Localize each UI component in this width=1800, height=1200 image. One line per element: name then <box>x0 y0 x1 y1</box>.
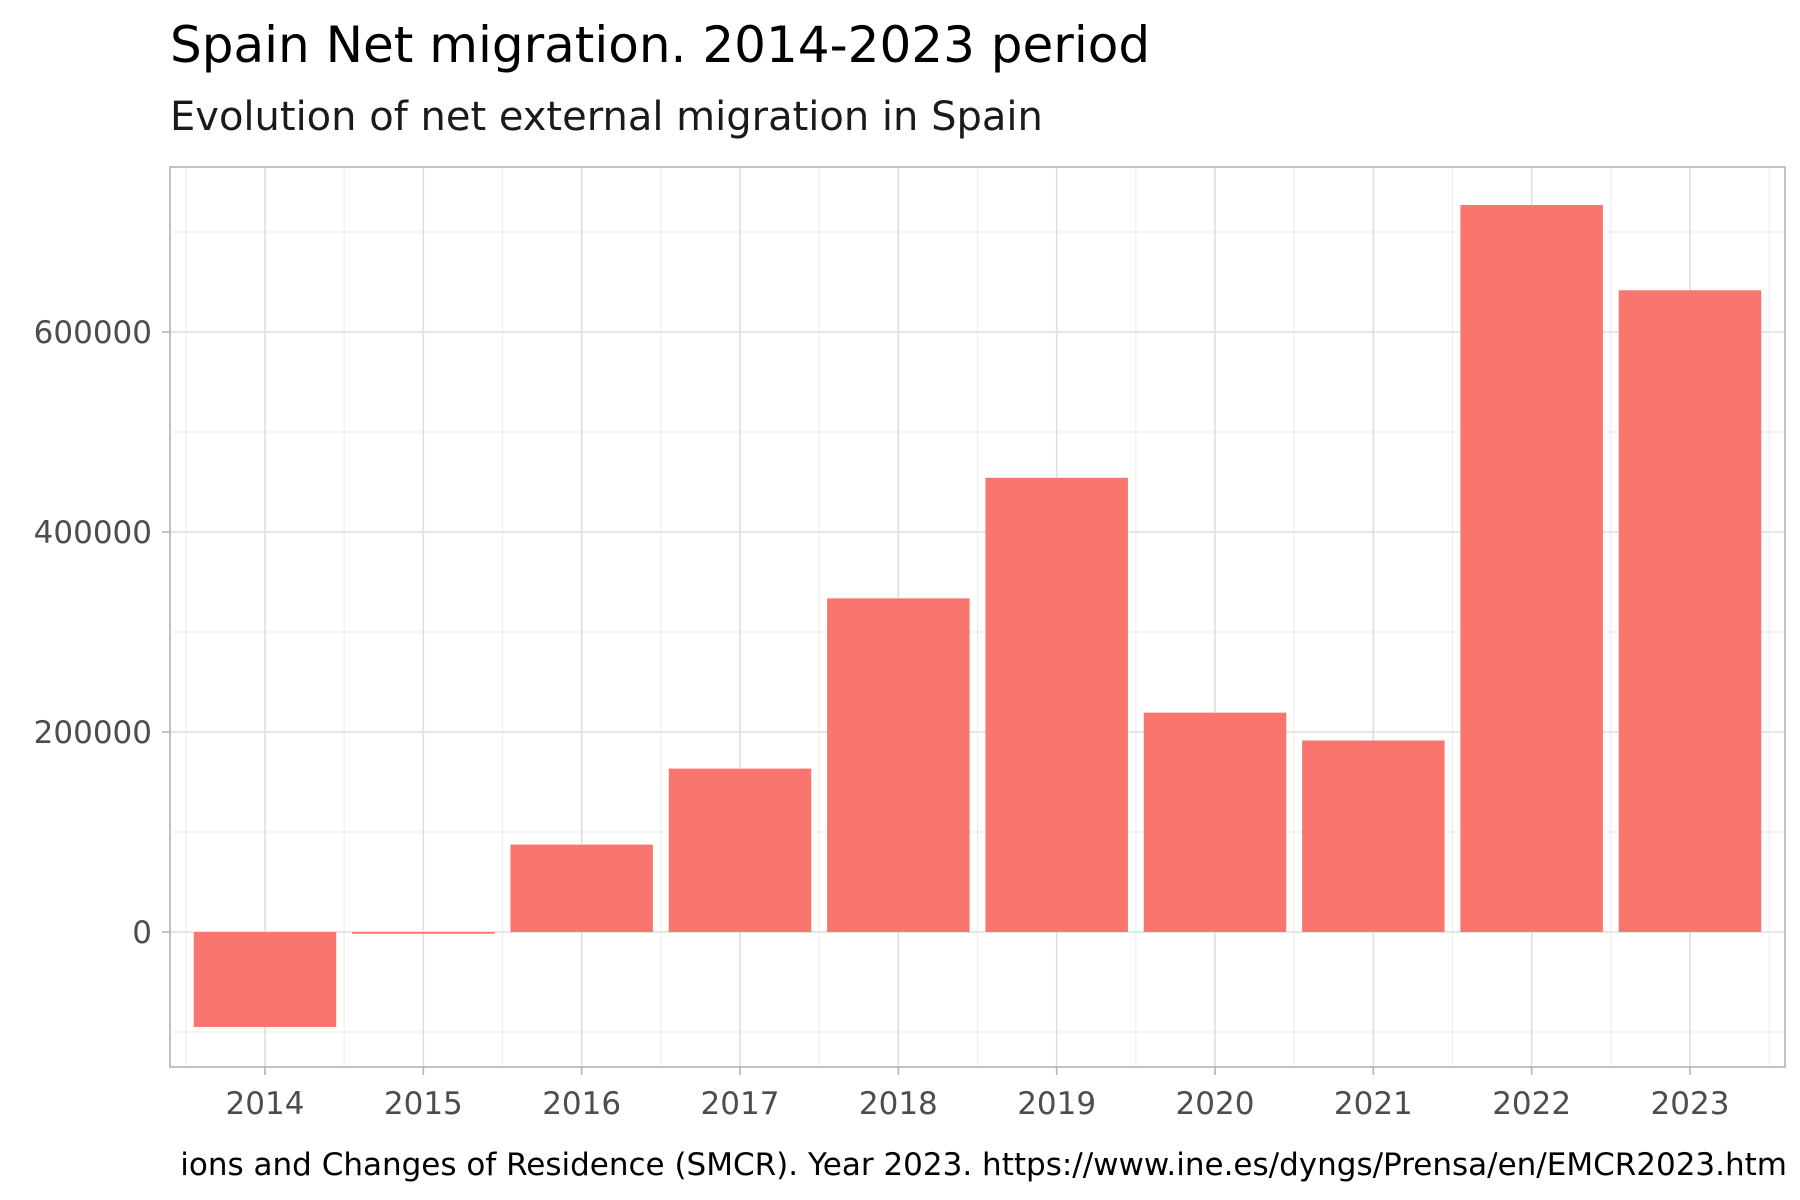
bar-2017 <box>668 768 812 932</box>
x-tick-label: 2020 <box>1176 1086 1255 1122</box>
x-tick-label: 2014 <box>226 1086 305 1122</box>
y-tick-label: 200000 <box>34 715 152 751</box>
chart-title: Spain Net migration. 2014-2023 period <box>170 16 1150 74</box>
bar-2015 <box>352 932 495 934</box>
y-tick-label: 600000 <box>34 315 152 351</box>
bar-2014 <box>193 932 337 1027</box>
axes: 0 200000 400000 600000 2014 2015 2016 2017 2018 2… <box>34 315 1730 1122</box>
bar-2023 <box>1618 290 1762 932</box>
x-tick-label: 2016 <box>542 1086 621 1122</box>
bar-2021 <box>1302 740 1445 932</box>
bar-2022 <box>1460 204 1603 932</box>
x-tick-label: 2019 <box>1017 1086 1096 1122</box>
x-tick-label: 2018 <box>859 1086 938 1122</box>
bar-2018 <box>827 598 970 932</box>
bar-2019 <box>985 477 1128 932</box>
x-tick-label: 2023 <box>1651 1086 1730 1122</box>
x-tick-label: 2015 <box>384 1086 463 1122</box>
y-tick-label: 0 <box>132 915 152 951</box>
plot-panel <box>169 166 1786 1068</box>
x-tick-label: 2022 <box>1492 1086 1571 1122</box>
chart-subtitle: Evolution of net external migration in S… <box>170 94 1043 140</box>
y-tick-label: 400000 <box>34 515 152 551</box>
chart-caption: ions and Changes of Residence (SMCR). Ye… <box>180 1147 1787 1183</box>
x-tick-label: 2017 <box>701 1086 780 1122</box>
x-tick-label: 2021 <box>1334 1086 1413 1122</box>
bar-2020 <box>1143 712 1287 932</box>
bars <box>193 204 1762 1027</box>
bar-2016 <box>510 844 653 932</box>
